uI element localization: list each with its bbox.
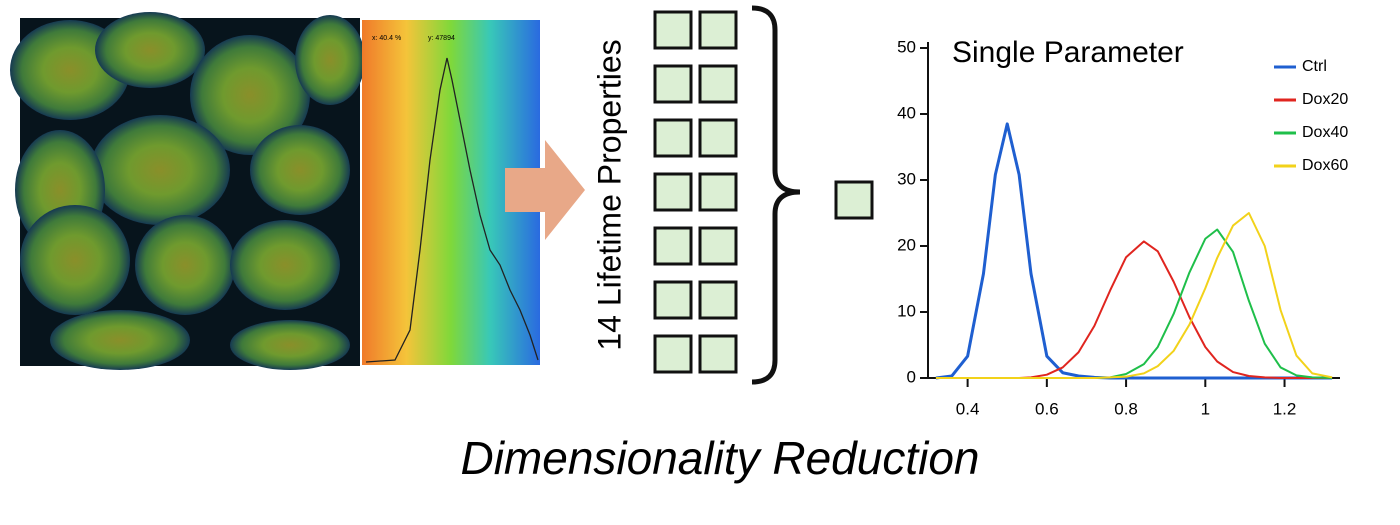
series-line xyxy=(935,228,1333,379)
y-tick-label: 10 xyxy=(897,301,916,320)
histogram-label: y: 47894 xyxy=(428,35,455,42)
legend-label: Dox20 xyxy=(1302,91,1348,108)
x-tick-label: 1.2 xyxy=(1273,399,1297,418)
series-line xyxy=(935,212,1333,379)
series-line xyxy=(935,122,1333,380)
series-line xyxy=(935,240,1333,379)
x-tick-label: 1 xyxy=(1201,399,1210,418)
single-square xyxy=(834,180,874,220)
x-tick-label: 0.8 xyxy=(1114,399,1138,418)
y-tick-label: 40 xyxy=(897,103,916,122)
caption: Dimensionality Reduction xyxy=(460,432,979,484)
lifetime-histogram: x: 40.4 % y: 47894 xyxy=(362,20,540,365)
y-tick-label: 50 xyxy=(897,37,916,56)
y-tick-label: 20 xyxy=(897,235,916,254)
side-label: 14 Lifetime Properties xyxy=(591,39,627,350)
y-tick-label: 30 xyxy=(897,169,916,188)
arrow xyxy=(505,140,585,240)
microscopy-image xyxy=(10,12,365,370)
x-tick-label: 0.6 xyxy=(1035,399,1059,418)
x-tick-label: 0.4 xyxy=(956,399,980,418)
chart: 0 10 20 30 40 50 0.4 0.6 0.8 1 1.2 Single Parameter… xyxy=(897,36,1348,419)
brace xyxy=(751,5,801,385)
legend-label: Dox60 xyxy=(1302,157,1348,174)
legend-label: Dox40 xyxy=(1302,124,1348,141)
property-grid xyxy=(653,10,738,374)
histogram-label: x: 40.4 % xyxy=(372,35,401,42)
y-tick-label: 0 xyxy=(907,367,916,386)
legend-label: Ctrl xyxy=(1302,58,1327,75)
chart-title: Single Parameter xyxy=(952,36,1184,69)
